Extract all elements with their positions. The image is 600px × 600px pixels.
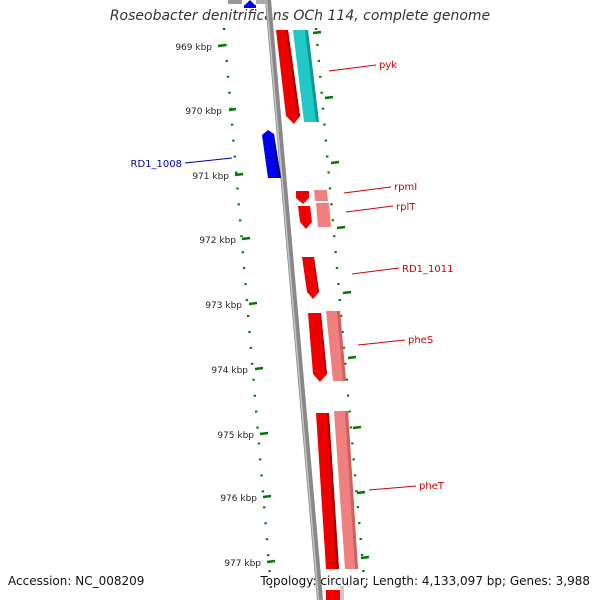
label-rd1-1011: RD1_1011 [351,264,453,275]
gene-phes[interactable] [308,311,346,382]
gene-rd1-1008[interactable] [262,130,281,178]
label-rpmi: rpmI [343,182,417,194]
tick-label: 972 kbp [199,236,236,246]
tick-label: 975 kbp [217,431,254,441]
gene-label: rpmI [394,182,417,193]
gene-rpmi[interactable] [296,190,328,204]
tick-972: 972 kbp [199,236,251,246]
gene-label: RD1_1008 [131,159,182,170]
gene-label: rplT [396,202,416,213]
tick-label: 970 kbp [185,107,222,117]
bottom-partial-feature [326,586,344,600]
genome-stats-text: Topology: circular; Length: 4,133,097 bp… [260,574,590,588]
gene-label: pheT [419,481,445,492]
tick-973: 973 kbp [205,301,258,311]
label-pyk: pyk [328,60,397,72]
gene-label: pyk [379,60,397,71]
tick-label: 971 kbp [192,172,229,182]
map-title: Roseobacter denitrificans OCh 114, compl… [109,8,491,24]
tick-974: 974 kbp [211,366,264,376]
gene-label: RD1_1011 [402,264,453,275]
gene-phet[interactable] [316,411,358,569]
tick-969: 969 kbp [175,43,227,53]
tick-label: 969 kbp [175,43,212,53]
gene-rplt[interactable] [298,203,331,229]
right-track-ticks [312,30,370,560]
tick-label: 973 kbp [205,301,242,311]
tick-975: 975 kbp [217,431,269,441]
accession-text: Accession: NC_008209 [8,574,145,588]
tick-977: 977 kbp [224,559,276,569]
gene-pyk[interactable] [276,30,319,124]
tick-976: 976 kbp [220,494,272,504]
tick-label: 976 kbp [220,494,257,504]
tick-label: 974 kbp [211,366,248,376]
label-phet: pheT [368,481,445,492]
genome-backbone [265,0,323,600]
tick-label: 977 kbp [224,559,261,569]
tick-971: 971 kbp [192,172,244,182]
gene-label: pheS [408,335,433,346]
label-rd1-1008: RD1_1008 [131,157,233,170]
top-partial-features [228,0,268,8]
label-phes: pheS [357,335,433,346]
left-dotted-track [222,27,274,600]
tick-970: 970 kbp [185,107,237,117]
gene-rd1-1011[interactable] [302,257,319,299]
label-rplt: rplT [345,202,416,213]
